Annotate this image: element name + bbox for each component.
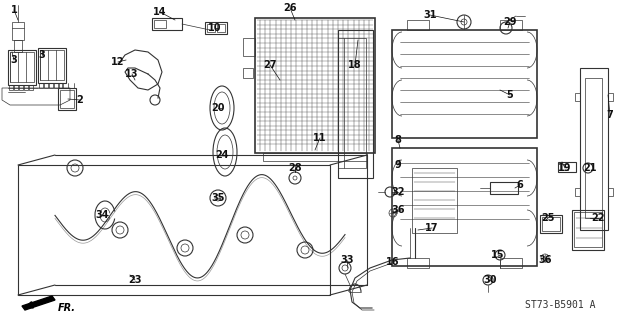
Text: 21: 21	[583, 163, 596, 173]
Bar	[540, 215, 562, 233]
Bar	[58, 88, 76, 110]
Bar	[255, 18, 375, 153]
Bar	[10, 52, 34, 82]
Bar	[560, 164, 568, 170]
Bar	[243, 38, 255, 56]
Bar	[49, 83, 53, 88]
Polygon shape	[22, 296, 55, 310]
Bar	[8, 50, 36, 85]
Text: 27: 27	[263, 60, 276, 70]
Bar	[263, 153, 367, 161]
Text: 28: 28	[288, 163, 302, 173]
Text: 8: 8	[395, 135, 401, 145]
Text: 12: 12	[111, 57, 125, 67]
Text: 2: 2	[77, 95, 83, 105]
Bar	[558, 162, 576, 172]
Bar	[575, 188, 580, 196]
Text: 32: 32	[391, 187, 404, 197]
Bar	[60, 90, 74, 108]
Text: FR.: FR.	[58, 303, 76, 313]
Text: 20: 20	[211, 103, 225, 113]
Text: 3: 3	[38, 50, 45, 60]
Bar	[59, 83, 63, 88]
Text: 25: 25	[541, 213, 555, 223]
Text: 11: 11	[313, 133, 327, 143]
Bar	[490, 182, 518, 194]
Bar	[44, 83, 48, 88]
Text: 29: 29	[503, 17, 516, 27]
Text: 26: 26	[284, 3, 297, 13]
Text: 34: 34	[95, 210, 109, 220]
Text: 33: 33	[340, 255, 354, 265]
Bar	[217, 24, 225, 32]
Text: 35: 35	[211, 193, 225, 203]
Text: 1: 1	[11, 5, 17, 15]
Text: 36: 36	[391, 205, 404, 215]
Bar	[40, 50, 64, 80]
Text: 19: 19	[558, 163, 572, 173]
Bar	[407, 20, 429, 30]
Text: 31: 31	[423, 10, 436, 20]
Bar	[608, 93, 613, 101]
Text: 7: 7	[607, 110, 613, 120]
Bar	[207, 24, 215, 32]
Bar	[14, 85, 18, 90]
Text: 17: 17	[425, 223, 439, 233]
Bar	[19, 85, 23, 90]
Bar	[9, 85, 13, 90]
Text: 6: 6	[516, 180, 524, 190]
Text: 22: 22	[591, 213, 605, 223]
Bar	[412, 168, 457, 233]
Text: 23: 23	[128, 275, 141, 285]
Bar	[152, 18, 182, 30]
Bar	[14, 40, 22, 52]
Bar	[205, 22, 227, 34]
Bar	[154, 20, 166, 28]
Bar	[38, 48, 66, 83]
Text: 10: 10	[208, 23, 221, 33]
Bar	[500, 20, 522, 30]
Text: 24: 24	[215, 150, 228, 160]
Text: 16: 16	[387, 257, 400, 267]
Bar	[29, 85, 33, 90]
Bar	[574, 212, 602, 247]
Text: 14: 14	[153, 7, 167, 17]
Bar	[542, 217, 560, 231]
Text: 13: 13	[125, 69, 139, 79]
Bar	[407, 258, 429, 268]
Bar	[54, 83, 58, 88]
Text: 5: 5	[507, 90, 513, 100]
Bar	[500, 258, 522, 268]
Bar	[12, 22, 24, 40]
Text: 30: 30	[483, 275, 497, 285]
Text: ST73-B5901 A: ST73-B5901 A	[525, 300, 595, 310]
Text: 9: 9	[395, 160, 401, 170]
Text: 15: 15	[492, 250, 505, 260]
Bar	[575, 93, 580, 101]
Text: 18: 18	[348, 60, 362, 70]
Bar	[243, 68, 253, 78]
Bar	[39, 83, 43, 88]
Text: 3: 3	[11, 55, 17, 65]
Bar	[24, 85, 28, 90]
Bar	[572, 210, 604, 250]
Bar	[608, 188, 613, 196]
Text: 36: 36	[538, 255, 552, 265]
